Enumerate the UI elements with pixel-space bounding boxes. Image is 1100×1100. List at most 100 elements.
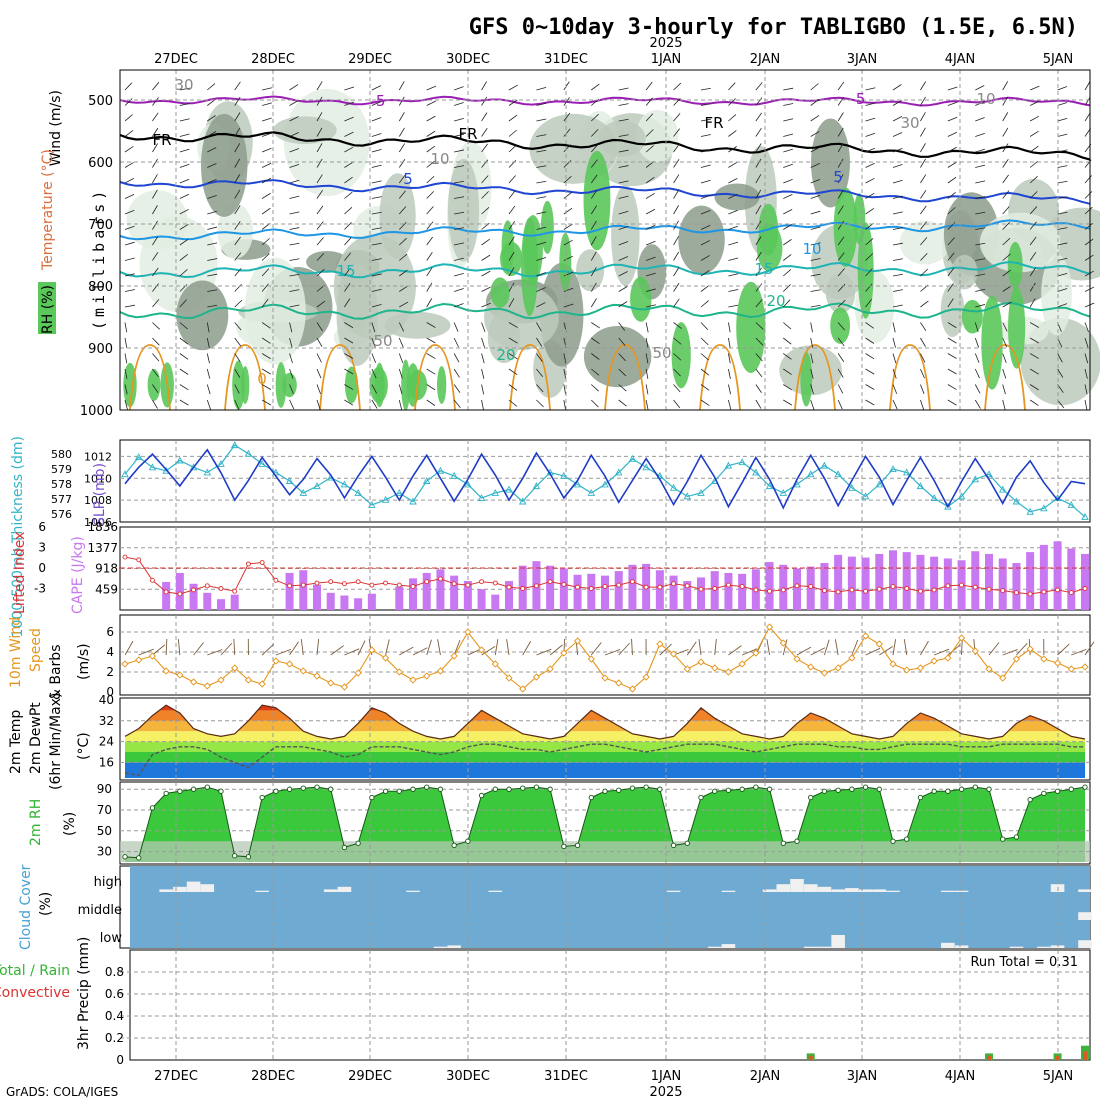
temp-band <box>125 762 1085 778</box>
wind-barb <box>124 399 128 410</box>
wind-barb <box>316 300 326 308</box>
li-point <box>917 588 923 594</box>
thickness-tick: 577 <box>51 493 72 506</box>
wind-barb <box>1002 253 1011 261</box>
wind-barb <box>755 267 762 277</box>
wind-barb <box>426 175 435 184</box>
wind-speed-point <box>587 655 595 663</box>
thickness-grid <box>120 440 1090 522</box>
contour-label: 15 <box>754 260 773 278</box>
wind-barb <box>234 368 241 378</box>
surface-wind-barb <box>823 639 830 656</box>
wind-speed-point <box>313 672 321 680</box>
wind-barb <box>261 337 271 344</box>
wind-barb <box>1084 322 1089 333</box>
rh-point <box>753 784 759 790</box>
rh-point <box>520 785 526 791</box>
pressure-axis: 500 600 700 800 900 1000 <box>80 94 113 419</box>
temp2m-label: 2m Temp <box>8 710 24 774</box>
wind-barb <box>755 399 762 409</box>
wind-barb <box>152 236 159 246</box>
wind-speed-point <box>711 664 719 672</box>
wind-barb <box>1084 337 1089 348</box>
wind-barb <box>590 174 598 184</box>
wind-speed-point <box>532 673 541 681</box>
li-point <box>122 554 128 560</box>
wind-barb <box>207 99 216 106</box>
wind-barb <box>371 399 378 409</box>
wind-barb <box>344 176 353 184</box>
cloud-bar-low <box>707 946 722 948</box>
wind-barb <box>810 337 814 348</box>
thickness-point <box>491 489 500 496</box>
cloud-level-label: high <box>94 875 122 890</box>
wind-barb <box>371 85 382 91</box>
surface-wind-barb <box>834 639 839 656</box>
rh-point <box>314 784 320 790</box>
bottom-date-label: 5JAN <box>1043 1069 1074 1084</box>
wind-barb <box>124 162 134 168</box>
slp-axis-label: SLP (mb) <box>92 463 108 526</box>
wind-barb <box>974 399 981 409</box>
wind-barb <box>316 143 323 153</box>
wind-barb <box>974 384 981 394</box>
temperature-contours <box>119 95 1091 411</box>
wind-barb <box>124 257 135 261</box>
wind-barb <box>289 289 300 292</box>
wind-barb <box>865 268 873 277</box>
thickness-tick: 576 <box>51 508 72 521</box>
wind-speed-point <box>889 660 897 668</box>
wind-barb <box>563 128 571 137</box>
wind-barb <box>755 127 762 137</box>
rh-line <box>122 784 1088 861</box>
rh-shade-blob <box>811 118 850 208</box>
wind-barb <box>783 178 793 184</box>
rh-point <box>629 785 636 791</box>
wind-barb <box>755 97 763 106</box>
wind-barb <box>1029 221 1037 230</box>
wind-barb <box>481 81 488 91</box>
wind-barb <box>536 368 544 377</box>
cape-bar <box>546 565 555 610</box>
wind-barb <box>892 304 903 308</box>
cape-bar <box>436 569 445 610</box>
li-point <box>149 577 155 583</box>
wind-barb <box>371 304 382 308</box>
precip-convective-bar <box>987 1055 991 1060</box>
li-point <box>177 591 183 597</box>
precip-tick: 0.4 <box>105 1009 124 1023</box>
wind-barb <box>289 322 293 333</box>
wind-speed-point <box>793 655 801 663</box>
wind-barb <box>618 195 629 199</box>
wind-barb <box>974 353 980 363</box>
rh-point <box>1082 784 1088 790</box>
contour-label: 0 <box>257 370 267 388</box>
wind-barb <box>591 384 599 392</box>
wind-barb <box>426 115 436 122</box>
wind-speed-point <box>683 665 691 673</box>
cape-bar <box>162 581 171 610</box>
wind-barb <box>124 337 128 348</box>
thickness-point <box>848 483 856 491</box>
wind-barb <box>728 82 736 91</box>
wind-barb <box>371 101 382 106</box>
thickness-point <box>587 489 596 496</box>
wind-barb <box>207 273 218 277</box>
wind-barb <box>508 251 515 261</box>
temp-tick: 16 <box>99 755 114 769</box>
wind-speed-point <box>957 634 966 642</box>
thickness-point <box>464 480 472 488</box>
wind-barb <box>700 149 711 153</box>
surface-wind-barb <box>412 647 428 656</box>
precip-tick: 0 <box>116 1053 124 1067</box>
wind-grid <box>120 615 1090 695</box>
wind-barb <box>152 82 160 91</box>
wind-barb <box>892 368 897 379</box>
surface-wind-barb <box>1084 641 1095 656</box>
cape-bar <box>1053 541 1062 610</box>
rh-point <box>561 843 567 850</box>
wind-barb <box>563 176 572 184</box>
wind-units-label: (m/s) <box>76 643 92 680</box>
wind-barb <box>783 269 792 277</box>
